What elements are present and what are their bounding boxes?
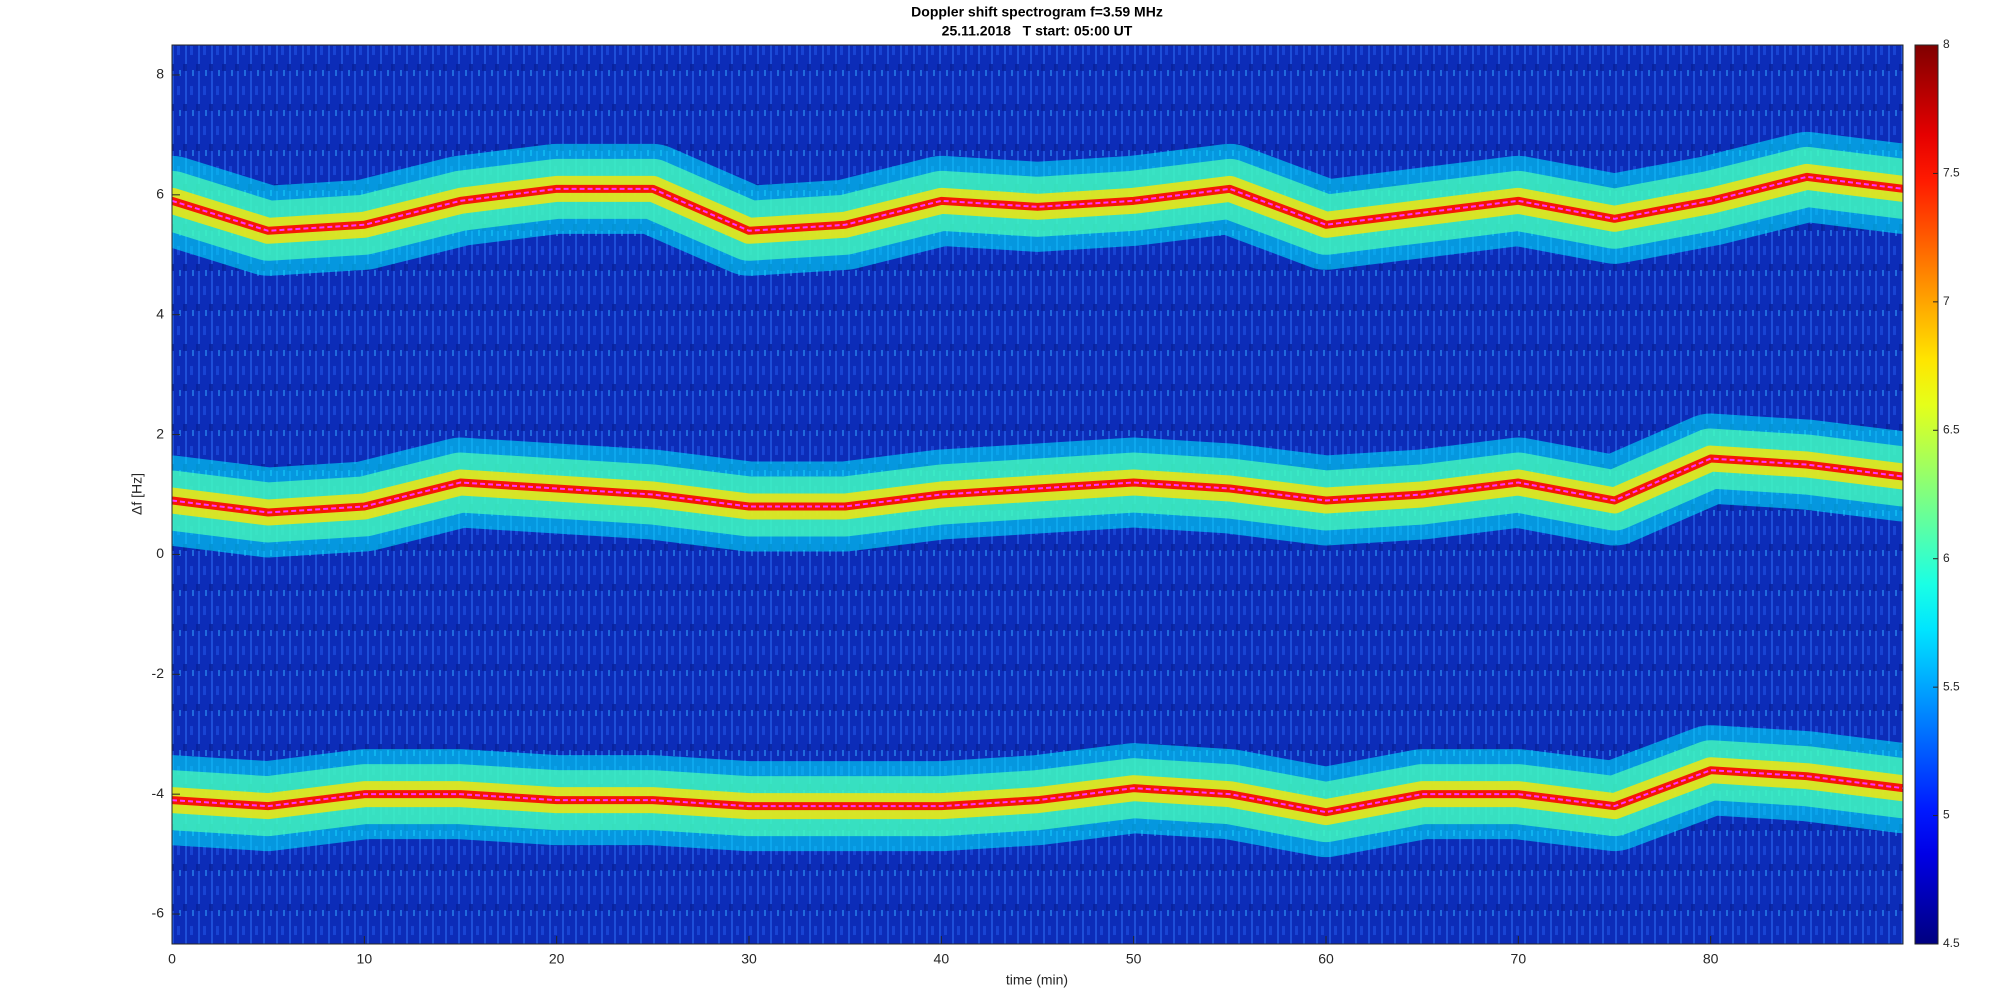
colorbar-tick-label: 8 — [1943, 37, 1950, 51]
x-tick-label: 70 — [1511, 951, 1527, 967]
x-tick-label: 0 — [168, 951, 176, 967]
y-tick-label: 4 — [156, 305, 164, 321]
colorbar-tick-label: 6.5 — [1943, 422, 1960, 436]
doppler-trace — [172, 769, 1903, 814]
x-tick-label: 50 — [1126, 951, 1142, 967]
doppler-trace — [172, 175, 1903, 232]
plot-frame — [171, 44, 1904, 945]
x-tick-label: 60 — [1318, 951, 1334, 967]
x-tick-label: 30 — [741, 951, 757, 967]
plot-area — [172, 131, 1903, 858]
x-tick-label: 10 — [357, 951, 373, 967]
y-tick-label: 6 — [156, 186, 164, 202]
x-tick-label: 20 — [549, 951, 565, 967]
colorbar-tick-label: 7 — [1943, 294, 1950, 308]
x-tick-label: 40 — [934, 951, 950, 967]
chart-subtitle: 25.11.2018 T start: 05:00 UT — [942, 23, 1133, 39]
y-tick-label: -2 — [152, 665, 165, 681]
colorbar-tick-label: 4.5 — [1943, 936, 1960, 950]
colorbar-tick-label: 5.5 — [1943, 679, 1960, 693]
x-tick-label: 80 — [1703, 951, 1719, 967]
y-tick-label: 0 — [156, 545, 164, 561]
y-tick-label: 2 — [156, 425, 164, 441]
chart-title: Doppler shift spectrogram f=3.59 MHz — [911, 4, 1163, 20]
y-tick-label: 8 — [156, 66, 164, 82]
colorbar-tick-label: 7.5 — [1943, 166, 1960, 180]
y-tick-label: -6 — [152, 905, 165, 921]
colorbar-tick-label: 6 — [1943, 551, 1950, 565]
y-axis-label: Δf [Hz] — [129, 473, 145, 515]
x-axis-label: time (min) — [1006, 972, 1068, 988]
y-tick-label: -4 — [152, 785, 165, 801]
colorbar-tick-label: 5 — [1943, 808, 1950, 822]
doppler-trace — [172, 457, 1903, 514]
colorbar — [1914, 44, 1939, 945]
